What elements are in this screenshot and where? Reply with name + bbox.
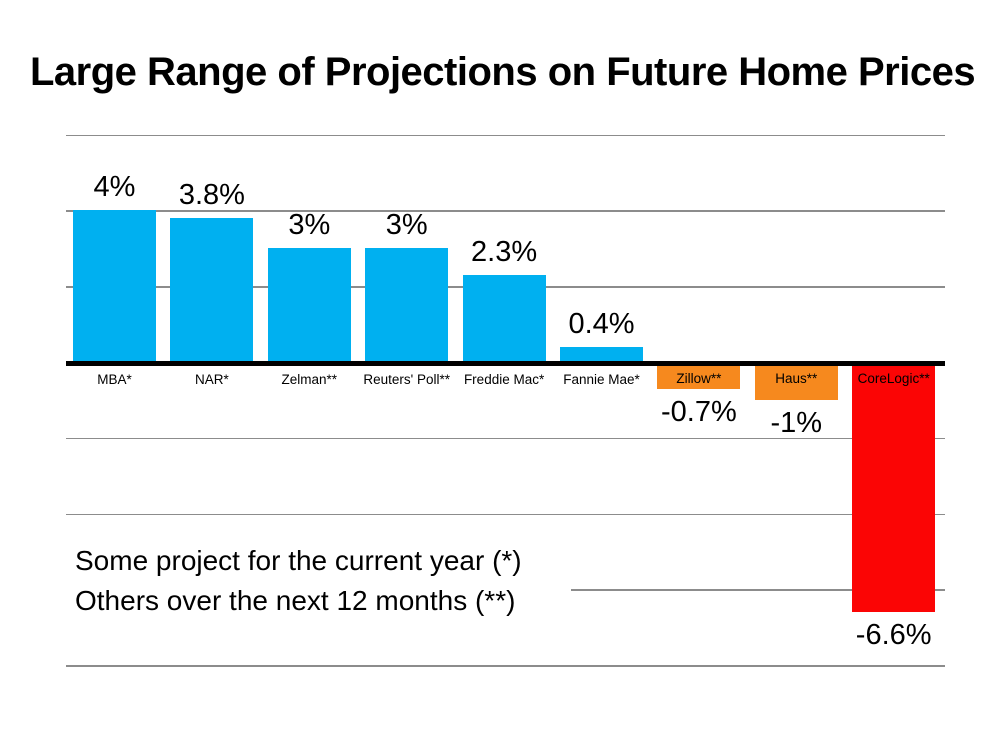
value-label: 3.8% <box>178 178 245 211</box>
category-label: CoreLogic** <box>857 371 930 386</box>
bar-freddiemac <box>462 274 546 362</box>
category-label: Zelman** <box>281 372 338 387</box>
bar-fanniemae <box>560 346 643 362</box>
value-label: 4% <box>93 171 136 204</box>
bar-zelman <box>267 248 351 362</box>
bar-corelogic <box>852 362 936 613</box>
value-label: 2.3% <box>471 235 538 268</box>
bar-mba <box>73 210 156 362</box>
category-label: Freddie Mac* <box>463 372 545 387</box>
value-label: 3% <box>288 209 331 242</box>
bar-nar <box>170 217 254 362</box>
bar-zillow <box>657 362 741 389</box>
value-label: -6.6% <box>855 619 932 652</box>
value-label: -0.7% <box>661 395 737 428</box>
footnote-line-1: Some project for the current year (*) <box>75 545 522 576</box>
value-label: -1% <box>770 406 823 439</box>
bar-reuterspoll <box>365 248 449 362</box>
gridline--8pct <box>66 665 945 667</box>
footnote-box: Some project for the current year (*) Ot… <box>66 541 571 629</box>
chart-title: Large Range of Projections on Future Hom… <box>30 50 976 94</box>
bar-haus <box>754 362 838 400</box>
category-label: Haus** <box>775 371 818 386</box>
category-label: Fannie Mae* <box>563 372 640 387</box>
category-label: NAR* <box>195 372 229 387</box>
gridline--2pct <box>66 437 945 440</box>
value-label: 0.4% <box>568 307 635 340</box>
value-label: 3% <box>385 209 428 242</box>
gridline-6pct <box>66 134 945 136</box>
category-label: Reuters' Poll** <box>363 372 450 387</box>
category-label: Zillow** <box>676 371 722 386</box>
category-label: MBA* <box>97 372 132 387</box>
footnote-line-2: Others over the next 12 months (**) <box>75 585 516 616</box>
gridline--4pct <box>66 513 945 515</box>
gridline-4pct <box>66 210 945 212</box>
x-axis-line <box>66 361 945 366</box>
